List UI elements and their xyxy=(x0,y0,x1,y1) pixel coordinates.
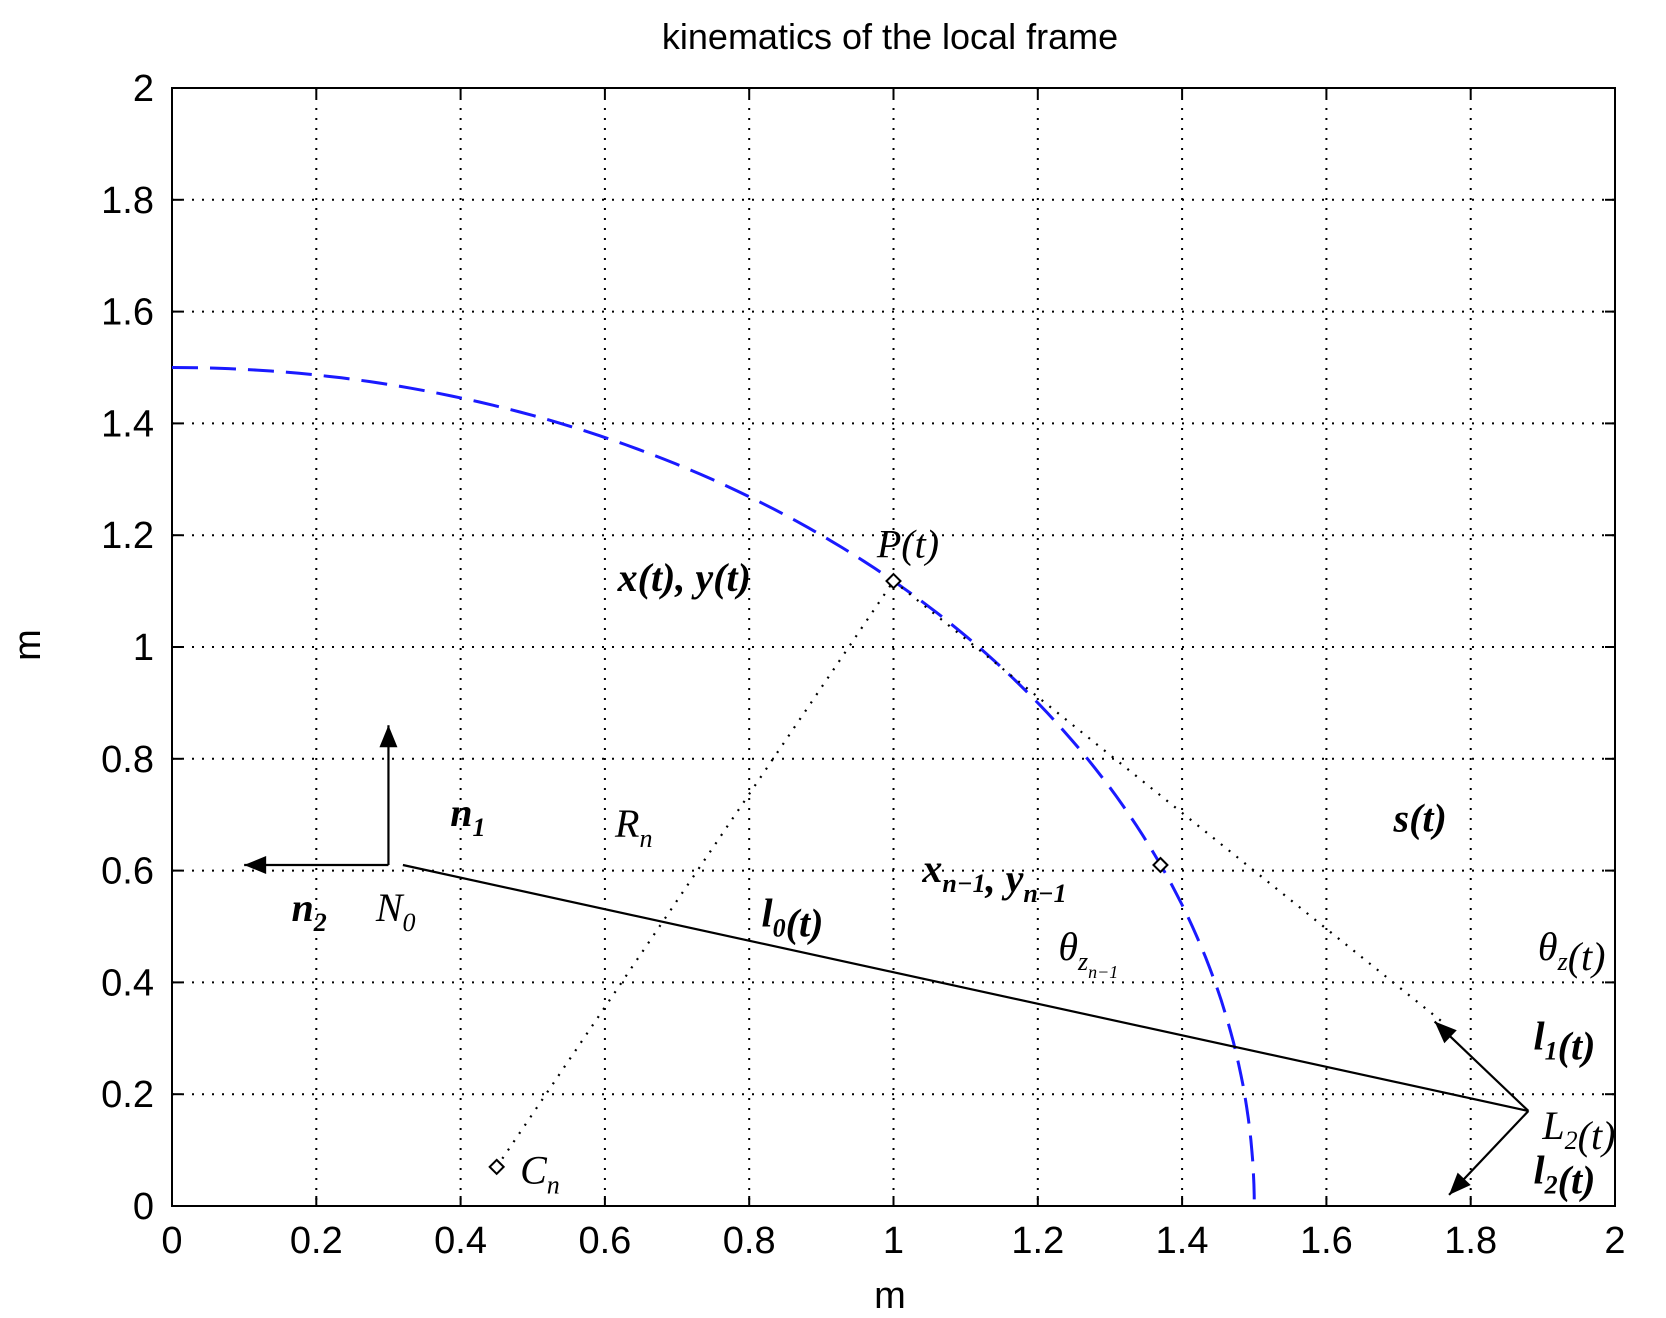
x-tick-label: 2 xyxy=(1604,1220,1625,1262)
x-tick-label: 1.8 xyxy=(1444,1220,1497,1262)
ticks: 0 0.2 0.4 0.6 0.8 1 1.2 1.4 1.6 1.8 2 0 0.2 0.4 0.6 0.8… xyxy=(101,68,1625,1262)
grid xyxy=(172,88,1615,1206)
y-tick-label: 1.8 xyxy=(101,180,154,222)
series-layer xyxy=(171,366,1529,1207)
annotation-n1: n1 xyxy=(450,790,485,842)
x-tick-label: 0.6 xyxy=(578,1220,631,1262)
annotation-xy: x(t), y(t) xyxy=(617,555,751,600)
annotation-L2: L2(t) xyxy=(1541,1103,1615,1158)
x-tick-label: 1.2 xyxy=(1011,1220,1064,1262)
annotation-Cn: Cn xyxy=(520,1148,560,1200)
y-tick-label: 0.8 xyxy=(101,739,154,781)
y-tick-label: 0 xyxy=(133,1186,154,1228)
vector-layer xyxy=(244,725,1530,1196)
series-line-4 xyxy=(892,580,1443,1023)
annotation-theta_zn1: θzn−1 xyxy=(1058,924,1118,982)
x-axis-label: m xyxy=(874,1275,906,1317)
x-tick-label: 0.8 xyxy=(723,1220,776,1262)
annotation-theta_z: θz(t) xyxy=(1538,924,1606,979)
annotation-Rn: Rn xyxy=(614,801,652,853)
x-tick-label: 1 xyxy=(883,1220,904,1262)
y-tick-label: 2 xyxy=(133,68,154,110)
y-tick-label: 1.2 xyxy=(101,515,154,557)
y-tick-label: 1.6 xyxy=(101,292,154,334)
annotation-xn1: xn−1, yn−1 xyxy=(921,846,1066,908)
annotation-P: P(t) xyxy=(876,522,939,567)
y-tick-label: 0.4 xyxy=(101,962,154,1004)
y-tick-label: 1.4 xyxy=(101,403,154,445)
arrowhead xyxy=(1434,1021,1457,1044)
x-tick-label: 1.6 xyxy=(1300,1220,1353,1262)
y-tick-label: 0.2 xyxy=(101,1074,154,1116)
y-tick-label: 0.6 xyxy=(101,851,154,893)
annotation-s: s(t) xyxy=(1393,795,1447,840)
point-marker xyxy=(488,1158,506,1176)
annotation-l0: l0(t) xyxy=(762,891,824,946)
annotation-l2: l2(t) xyxy=(1534,1148,1596,1203)
arrowhead xyxy=(379,725,398,748)
x-tick-label: 0.2 xyxy=(290,1220,343,1262)
x-tick-label: 0.4 xyxy=(434,1220,487,1262)
arrowhead xyxy=(1449,1172,1471,1195)
chart-title: kinematics of the local frame xyxy=(662,16,1118,57)
y-axis-label: m xyxy=(7,629,49,661)
series-line-1 xyxy=(171,366,1256,1207)
point-marker xyxy=(1152,856,1169,874)
point-marker xyxy=(885,572,902,590)
annotation-n2: n2 xyxy=(291,885,326,937)
x-tick-label: 0 xyxy=(161,1220,182,1262)
series-line-3 xyxy=(495,580,895,1168)
annotation-N0: N0 xyxy=(375,885,416,937)
series-line-2 xyxy=(402,863,1529,1113)
annotation-l1: l1(t) xyxy=(1534,1013,1596,1068)
annotation-layer: P(t) x(t), y(t) Rn n1 n2 N0 s(t) xn−1, yn−1 l0(t… xyxy=(291,522,1615,1203)
arrowhead xyxy=(244,856,267,875)
x-tick-label: 1.4 xyxy=(1156,1220,1209,1262)
marker-layer xyxy=(488,572,1169,1176)
y-tick-label: 1 xyxy=(133,627,154,669)
